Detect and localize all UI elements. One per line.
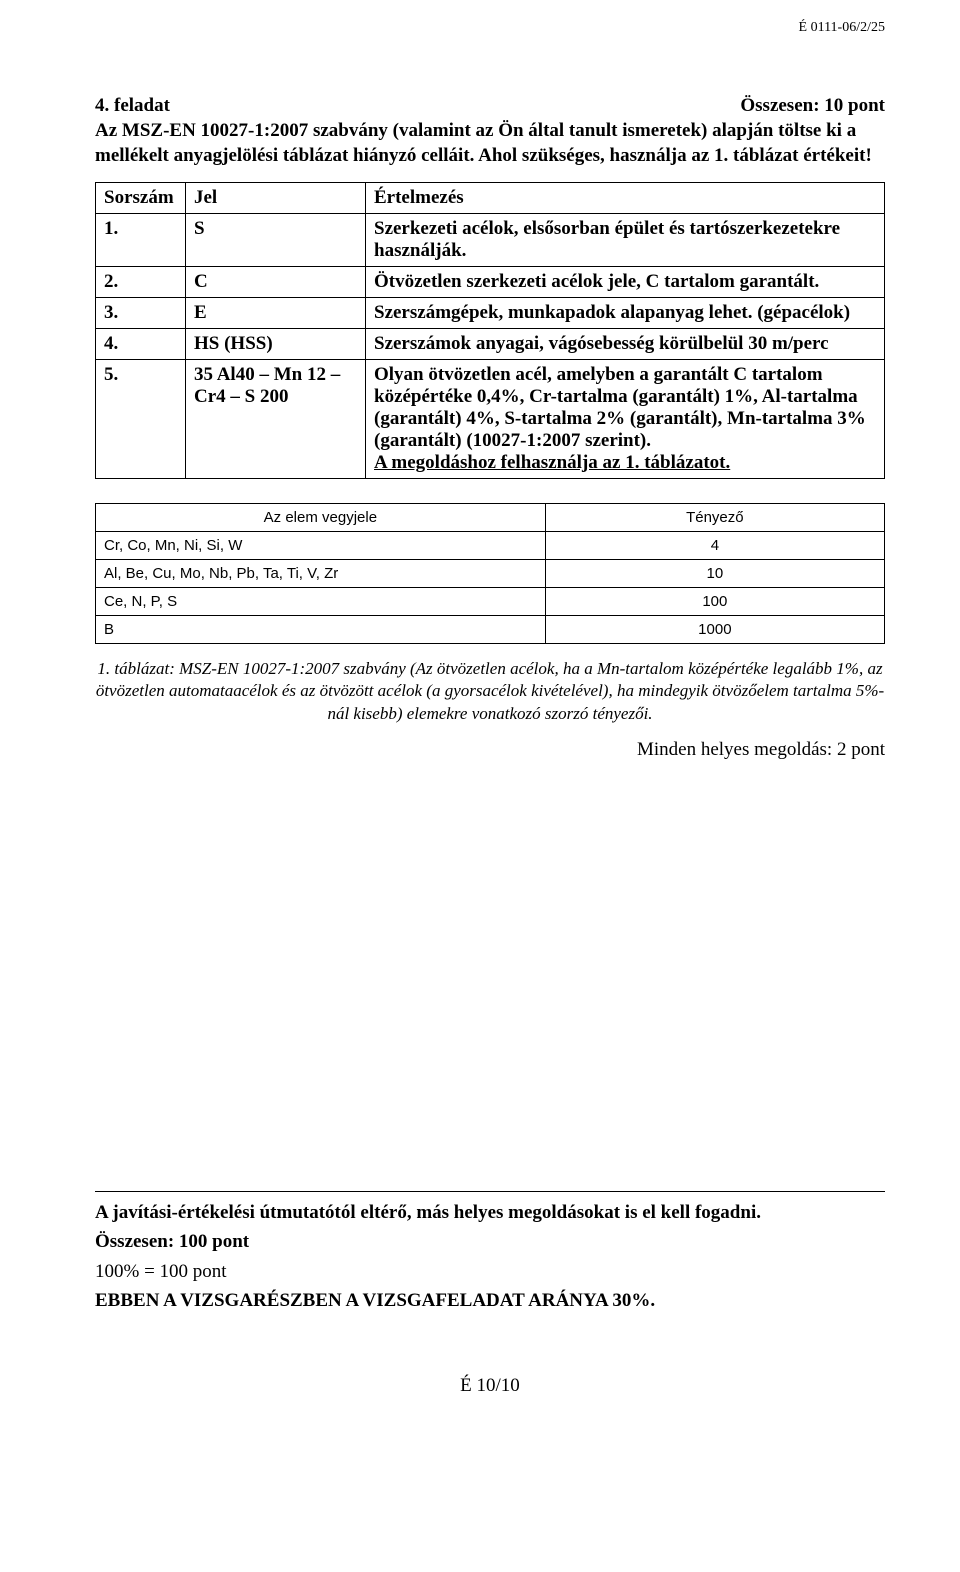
page: É 0111-06/2/25 4. feladat Összesen: 10 p…	[0, 0, 960, 1572]
closing-block: A javítási-értékelési útmutatótól eltérő…	[95, 1198, 885, 1316]
cell-num: 2.	[96, 267, 186, 298]
cell-jel: C	[186, 267, 366, 298]
cell-val: Szerszámgépek, munkapadok alapanyag lehe…	[366, 298, 885, 329]
factor-table: Az elem vegyjele Tényező Cr, Co, Mn, Ni,…	[95, 503, 885, 644]
table-row: 3. E Szerszámgépek, munkapadok alapanyag…	[96, 298, 885, 329]
header-ertelmezes: Értelmezés	[366, 183, 885, 214]
cell-num: 4.	[96, 329, 186, 360]
table-row: Ce, N, P, S 100	[96, 588, 885, 616]
cell-val: Ötvözetlen szerkezeti acélok jele, C tar…	[366, 267, 885, 298]
table-row: 5. 35 Al40 – Mn 12 – Cr4 – S 200 Olyan ö…	[96, 360, 885, 479]
cell-num: 1.	[96, 214, 186, 267]
closing-line3: 100% = 100 pont	[95, 1257, 885, 1286]
header-jel: Jel	[186, 183, 366, 214]
task-intro: Az MSZ-EN 10027-1:2007 szabvány (valamin…	[95, 119, 885, 168]
cell-factor: 4	[545, 532, 884, 560]
table-header-row: Az elem vegyjele Tényező	[96, 504, 885, 532]
cell-num: 5.	[96, 360, 186, 479]
scoring-note: Minden helyes megoldás: 2 pont	[95, 739, 885, 761]
task-heading: 4. feladat Összesen: 10 pont	[95, 95, 885, 117]
cell-jel: HS (HSS)	[186, 329, 366, 360]
table-row: 4. HS (HSS) Szerszámok anyagai, vágósebe…	[96, 329, 885, 360]
cell-factor: 1000	[545, 616, 884, 644]
task-number: 4. feladat	[95, 95, 170, 117]
header-sorszam: Sorszám	[96, 183, 186, 214]
divider-line	[95, 1191, 885, 1192]
cell-val-underline: A megoldáshoz felhasználja az 1. tábláza…	[374, 452, 730, 473]
cell-elem: B	[96, 616, 546, 644]
cell-jel: E	[186, 298, 366, 329]
page-footer: É 10/10	[95, 1375, 885, 1397]
closing-line4: EBBEN A VIZSGARÉSZBEN A VIZSGAFELADAT AR…	[95, 1286, 885, 1315]
cell-jel: 35 Al40 – Mn 12 – Cr4 – S 200	[186, 360, 366, 479]
main-table: Sorszám Jel Értelmezés 1. S Szerkezeti a…	[95, 182, 885, 479]
task-total: Összesen: 10 pont	[740, 95, 885, 117]
table-row: 2. C Ötvözetlen szerkezeti acélok jele, …	[96, 267, 885, 298]
cell-elem: Ce, N, P, S	[96, 588, 546, 616]
header-elem: Az elem vegyjele	[96, 504, 546, 532]
header-factor: Tényező	[545, 504, 884, 532]
cell-val-main: Olyan ötvözetlen acél, amelyben a garant…	[374, 364, 866, 451]
table-row: Cr, Co, Mn, Ni, Si, W 4	[96, 532, 885, 560]
closing-line2: Összesen: 100 pont	[95, 1227, 885, 1256]
table-row: 1. S Szerkezeti acélok, elsősorban épüle…	[96, 214, 885, 267]
table-row: Al, Be, Cu, Mo, Nb, Pb, Ta, Ti, V, Zr 10	[96, 560, 885, 588]
header-code: É 0111-06/2/25	[799, 20, 885, 36]
table-caption: 1. táblázat: MSZ-EN 10027-1:2007 szabván…	[95, 658, 885, 724]
cell-val: Szerkezeti acélok, elsősorban épület és …	[366, 214, 885, 267]
cell-factor: 100	[545, 588, 884, 616]
cell-elem: Al, Be, Cu, Mo, Nb, Pb, Ta, Ti, V, Zr	[96, 560, 546, 588]
closing-line1: A javítási-értékelési útmutatótól eltérő…	[95, 1198, 885, 1227]
cell-elem: Cr, Co, Mn, Ni, Si, W	[96, 532, 546, 560]
table-row: B 1000	[96, 616, 885, 644]
cell-num: 3.	[96, 298, 186, 329]
cell-factor: 10	[545, 560, 884, 588]
table-header-row: Sorszám Jel Értelmezés	[96, 183, 885, 214]
cell-val: Olyan ötvözetlen acél, amelyben a garant…	[366, 360, 885, 479]
cell-jel: S	[186, 214, 366, 267]
cell-val: Szerszámok anyagai, vágósebesség körülbe…	[366, 329, 885, 360]
